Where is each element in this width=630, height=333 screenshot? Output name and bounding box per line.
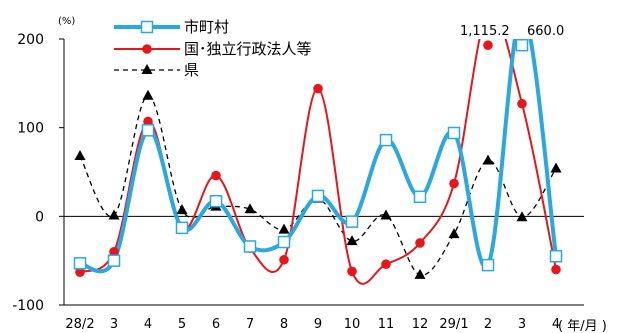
- marker-shichoson: [175, 221, 189, 235]
- x-tick-label: 7: [246, 317, 254, 332]
- x-tick-label: 6: [212, 317, 220, 332]
- marker-ken: [176, 204, 188, 215]
- x-tick-label: 8: [280, 317, 288, 332]
- marker-shichoson: [141, 124, 155, 137]
- x-tick-label: 29/1: [439, 317, 468, 332]
- marker-kuni: [415, 238, 425, 248]
- marker-shichoson: [379, 133, 393, 147]
- marker-kuni: [483, 40, 493, 51]
- x-tick-label: 5: [178, 317, 186, 332]
- legend-marker-ken: [141, 64, 153, 74]
- x-tick-label: 4: [144, 317, 152, 332]
- marker-shichoson: [447, 126, 461, 140]
- marker-ken: [346, 235, 358, 246]
- legend-marker-shichoson: [140, 20, 154, 34]
- legend-label: 県: [184, 61, 199, 79]
- marker-ken: [380, 209, 392, 220]
- series-markers: [73, 39, 563, 279]
- marker-kuni: [449, 178, 459, 189]
- marker-shichoson: [209, 195, 223, 208]
- marker-kuni: [313, 83, 323, 94]
- marker-kuni: [109, 247, 119, 257]
- marker-shichoson: [277, 235, 291, 249]
- marker-shichoson: [413, 190, 427, 204]
- marker-ken: [516, 211, 528, 222]
- marker-ken: [142, 89, 154, 100]
- marker-shichoson: [515, 39, 529, 52]
- marker-kuni: [381, 259, 391, 270]
- x-tick-label: 9: [314, 317, 322, 332]
- x-tick-label: 3: [110, 317, 118, 332]
- annotations: 1,115.2 660.0: [460, 24, 564, 39]
- axes: [59, 38, 584, 306]
- marker-shichoson: [549, 249, 563, 263]
- marker-shichoson: [107, 254, 121, 267]
- y-tick-label: 100: [17, 121, 44, 137]
- legend-marker-kuni: [142, 44, 152, 54]
- series-line-kuni: [79, 39, 557, 285]
- x-unit-label: ( 年/月 ): [558, 319, 607, 333]
- marker-ken: [244, 203, 256, 214]
- marker-kuni: [75, 267, 85, 277]
- marker-kuni: [211, 170, 221, 181]
- x-tick-label: 4: [552, 317, 560, 332]
- marker-ken: [108, 209, 120, 220]
- marker-kuni: [551, 264, 561, 275]
- marker-ken: [550, 162, 562, 173]
- annotation-shichoson-value: 660.0: [527, 24, 564, 39]
- marker-kuni: [347, 266, 357, 277]
- series-lines: [79, 39, 558, 285]
- annotation-kuni-value: 1,115.2: [460, 24, 510, 39]
- legend-label: 国･独立行政法人等: [184, 40, 312, 58]
- marker-kuni: [279, 254, 289, 265]
- legend-label: 市町村: [184, 18, 229, 36]
- marker-ken: [278, 223, 290, 234]
- marker-ken: [74, 150, 86, 161]
- y-tick-labels: -100 0 100 200: [12, 32, 44, 314]
- x-tick-label: 3: [518, 317, 526, 332]
- marker-shichoson: [481, 258, 495, 272]
- x-tick-label: 2: [484, 317, 492, 332]
- y-tick-label: -100: [12, 298, 44, 314]
- marker-shichoson: [345, 215, 359, 228]
- marker-kuni: [517, 98, 527, 109]
- x-tick-label: 28/2: [65, 317, 94, 332]
- marker-shichoson: [243, 240, 257, 253]
- series-line-shichoson: [79, 39, 558, 274]
- marker-ken: [448, 228, 460, 239]
- x-tick-label: 10: [344, 317, 361, 332]
- x-tick-labels: 28/2 3 4 5 6 7 8 9 10 11 12 29/1 2 3 4: [65, 317, 560, 332]
- y-unit-label: (%): [58, 16, 75, 27]
- marker-kuni: [143, 116, 153, 127]
- y-tick-label: 0: [35, 209, 44, 225]
- y-tick-label: 200: [17, 32, 44, 48]
- marker-shichoson: [73, 257, 87, 270]
- x-tick-label: 11: [378, 317, 395, 332]
- marker-ken: [482, 154, 494, 165]
- marker-shichoson: [311, 189, 325, 203]
- marker-ken: [414, 268, 426, 279]
- x-tick-label: 12: [412, 317, 429, 332]
